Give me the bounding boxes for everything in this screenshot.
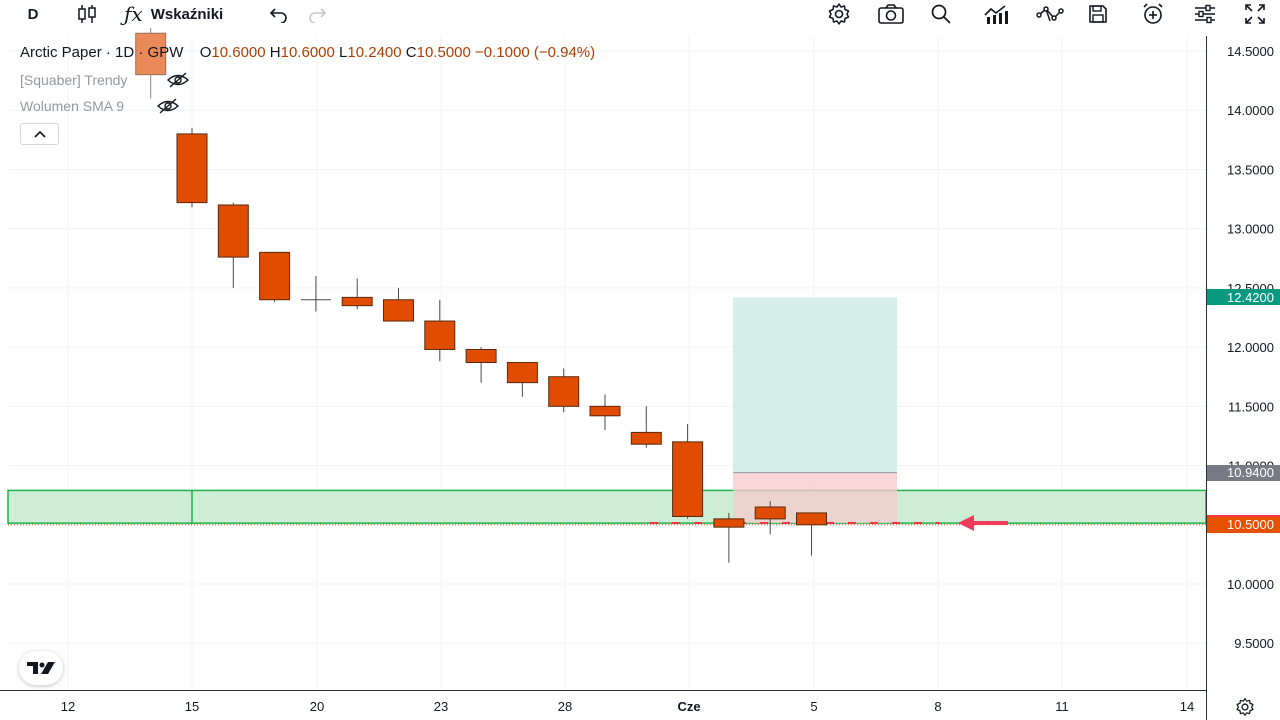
candle-body xyxy=(341,296,373,307)
candle[interactable] xyxy=(754,501,786,535)
candle-body xyxy=(383,299,414,322)
search-icon[interactable] xyxy=(928,2,954,26)
indicator-trendy[interactable]: [Squaber] Trendy xyxy=(20,72,127,88)
redo-icon[interactable] xyxy=(304,2,330,26)
tradingview-logo[interactable] xyxy=(19,651,63,685)
price-tick-label: 13.5000 xyxy=(1227,162,1274,177)
indicators-button[interactable]: ƒx Wskaźniki xyxy=(124,2,248,26)
alert-icon[interactable] xyxy=(1140,2,1166,26)
price-tick-label: 11.5000 xyxy=(1228,399,1274,414)
camera-icon[interactable] xyxy=(876,2,906,26)
time-tick-label: 15 xyxy=(185,699,199,714)
price-tick-label: 13.0000 xyxy=(1227,222,1274,237)
time-tick-label: 14 xyxy=(1180,699,1194,714)
candle[interactable] xyxy=(424,299,456,362)
settings-icon[interactable] xyxy=(826,2,852,26)
time-tick-label: Cze xyxy=(677,699,700,714)
candle-body xyxy=(135,32,167,76)
time-tick-label: 5 xyxy=(810,699,817,714)
chevron-up-icon xyxy=(33,130,46,138)
candle[interactable] xyxy=(630,406,662,448)
tradingview-logo-icon xyxy=(27,662,55,674)
price-tag: 12.4200 xyxy=(1207,289,1280,306)
candle-body xyxy=(506,362,538,384)
candle[interactable] xyxy=(176,127,208,208)
candle[interactable] xyxy=(713,512,745,563)
time-tick-label: 23 xyxy=(434,699,448,714)
hidden-eye-icon[interactable] xyxy=(156,97,180,115)
price-chart[interactable]: 14.500014.000013.500013.000012.500012.00… xyxy=(0,28,1280,720)
high-value: 10.6000 xyxy=(280,44,335,61)
fullscreen-icon[interactable] xyxy=(1242,2,1268,26)
candle-body xyxy=(259,251,291,301)
candle[interactable] xyxy=(465,347,497,383)
indicator-trendy-label: [Squaber] Trendy xyxy=(20,72,128,88)
indicator-volume[interactable]: Wolumen SMA 9 xyxy=(20,98,124,114)
candle-body xyxy=(630,431,662,445)
candle[interactable] xyxy=(217,202,249,288)
candle-body xyxy=(217,204,249,258)
candle-body xyxy=(713,518,745,528)
price-tick-label: 14.0000 xyxy=(1227,103,1274,118)
support-zone xyxy=(7,489,1207,524)
candle-body xyxy=(754,506,786,520)
candle-body xyxy=(465,348,497,364)
change-value: −0.1000 (−0.94%) xyxy=(475,44,596,61)
candle[interactable] xyxy=(383,287,414,322)
interval-label: D xyxy=(27,5,39,23)
undo-icon[interactable] xyxy=(266,2,292,26)
candle[interactable] xyxy=(135,28,167,99)
candle-body xyxy=(424,320,456,350)
candle[interactable] xyxy=(341,278,373,310)
price-tick-label: 9.5000 xyxy=(1234,636,1274,651)
time-tick-label: 20 xyxy=(310,699,324,714)
candle[interactable] xyxy=(506,362,538,397)
interval-button[interactable]: D xyxy=(20,2,46,26)
candle-body xyxy=(589,405,621,417)
price-tag: 10.5000 xyxy=(1207,516,1280,533)
low-label: L xyxy=(339,44,348,61)
candle-body xyxy=(796,512,827,526)
candle-body xyxy=(548,376,580,407)
sliders-icon[interactable] xyxy=(1192,2,1218,26)
symbol-title[interactable]: Arctic Paper · 1D · GPW xyxy=(20,44,184,61)
open-value: 10.6000 xyxy=(211,44,266,61)
price-tick-label: 10.0000 xyxy=(1227,577,1274,592)
candle[interactable] xyxy=(589,394,621,431)
time-tick-label: 28 xyxy=(558,699,572,714)
indicators-label: Wskaźniki xyxy=(150,5,224,23)
indicator-volume-label: Wolumen SMA 9 xyxy=(20,98,125,114)
collapse-legend-button[interactable] xyxy=(20,123,59,145)
target-area xyxy=(733,297,897,473)
legend-ohlc-row: Arctic Paper · 1D · GPW O10.6000 H10.600… xyxy=(20,44,595,61)
high-label: H xyxy=(269,44,281,61)
arrow-left-icon xyxy=(958,515,974,532)
price-tick-label: 14.5000 xyxy=(1227,44,1274,59)
network-icon[interactable] xyxy=(1036,2,1064,26)
candle[interactable] xyxy=(672,424,704,519)
close-value: 10.5000 xyxy=(416,44,471,61)
top-toolbar: D ƒx Wskaźniki xyxy=(0,0,1280,28)
time-tick-label: 8 xyxy=(934,699,941,714)
fx-icon: ƒx xyxy=(124,2,143,26)
save-icon[interactable] xyxy=(1086,2,1110,26)
axis-settings-icon[interactable] xyxy=(1234,696,1256,718)
candle-body xyxy=(176,133,208,204)
candle-body xyxy=(672,441,704,517)
low-value: 10.2400 xyxy=(347,44,402,61)
candle[interactable] xyxy=(548,368,580,413)
time-tick-label: 11 xyxy=(1055,699,1069,714)
time-tick-label: 12 xyxy=(61,699,75,714)
candle[interactable] xyxy=(796,512,827,556)
chart-type-icon[interactable] xyxy=(982,2,1010,26)
hidden-eye-icon[interactable] xyxy=(166,71,190,89)
price-tick-label: 12.0000 xyxy=(1227,340,1274,355)
candle[interactable] xyxy=(259,251,291,303)
candles-icon[interactable] xyxy=(74,2,100,26)
price-tag: 10.9400 xyxy=(1207,464,1280,481)
candle[interactable] xyxy=(300,276,331,312)
close-label: C xyxy=(405,44,417,61)
open-label: O xyxy=(199,44,212,61)
